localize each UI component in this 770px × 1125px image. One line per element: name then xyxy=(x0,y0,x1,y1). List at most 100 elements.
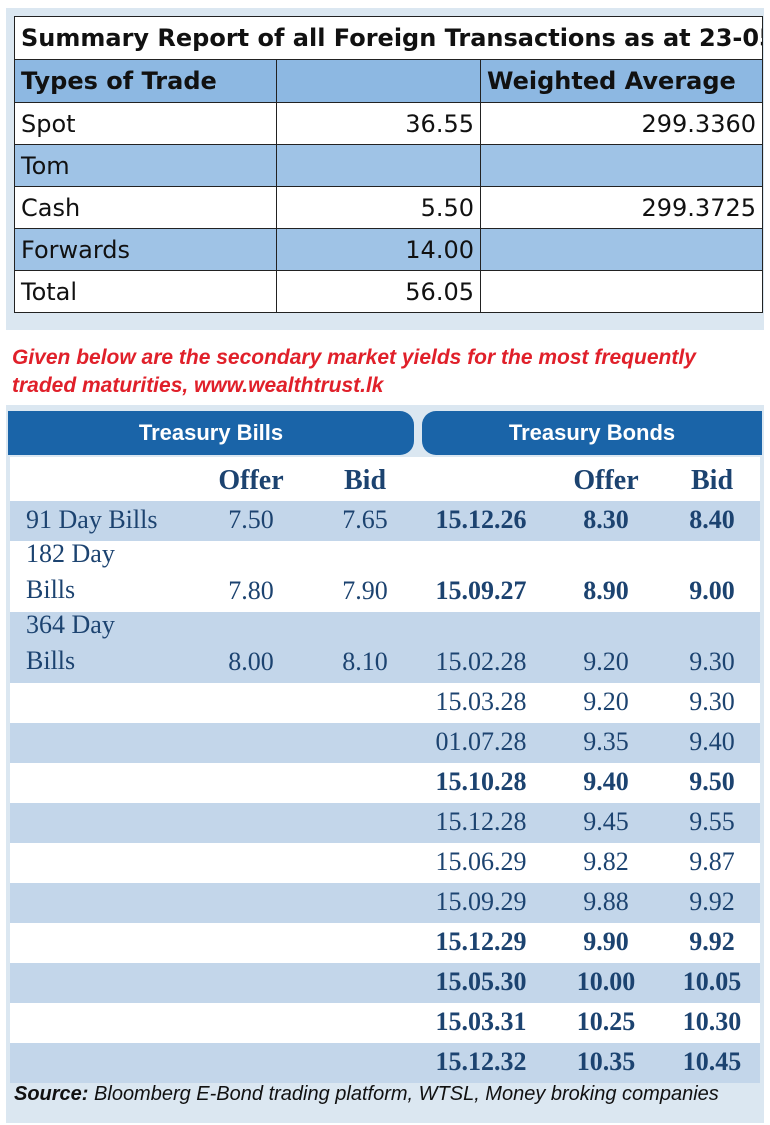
summary-row: Tom xyxy=(14,144,763,187)
yield-row: 91 Day Bills 7.50 7.65 15.12.26 8.30 8.40 xyxy=(10,501,760,541)
bond-offer: 10.35 xyxy=(576,1047,636,1076)
bill-name-line1: 364 Day xyxy=(26,610,115,639)
trade-type: Total xyxy=(14,270,277,313)
bond-offer: 10.00 xyxy=(576,967,636,996)
header-types-of-trade: Types of Trade xyxy=(14,59,277,103)
summary-row: Cash 5.50 299.3725 xyxy=(14,186,763,229)
source-label: Source: xyxy=(14,1083,89,1105)
yield-row: 15.03.28 9.20 9.30 xyxy=(10,683,760,723)
bond-offer: 10.25 xyxy=(576,1007,636,1036)
bill-name: 182 Day Bills xyxy=(26,536,115,608)
yields-grid: Offer Bid Offer Bid 91 Day Bills 7.50 7.65… xyxy=(10,457,760,1083)
bond-bid: 9.92 xyxy=(689,887,735,916)
bill-offer: 7.80 xyxy=(228,576,274,605)
bond-bid: 9.00 xyxy=(689,576,735,605)
yield-row: 15.03.31 10.25 10.30 xyxy=(10,1003,760,1043)
yield-row: 182 Day Bills 7.80 7.90 15.09.27 8.90 9.00 xyxy=(10,539,760,612)
yields-caption: Given below are the secondary market yie… xyxy=(12,346,696,397)
bond-offer: 8.30 xyxy=(583,505,629,534)
bond-maturity: 01.07.28 xyxy=(435,727,527,756)
bill-offer: 8.00 xyxy=(228,647,274,676)
trade-amount: 56.05 xyxy=(276,270,481,313)
bill-name-line2: Bills xyxy=(26,575,76,604)
yield-row: 01.07.28 9.35 9.40 xyxy=(10,723,760,763)
bond-offer: 9.88 xyxy=(583,887,629,916)
header-weighted-average: Weighted Average xyxy=(480,59,763,103)
trade-weighted-average: 299.3360 xyxy=(480,102,763,145)
trade-type: Tom xyxy=(14,144,277,187)
trade-weighted-average xyxy=(480,144,763,187)
bond-bid: 9.92 xyxy=(689,927,735,956)
bond-bid: 9.40 xyxy=(689,727,735,756)
yields-panel: Treasury Bills Treasury Bonds Offer Bid … xyxy=(6,405,764,1123)
bond-maturity: 15.02.28 xyxy=(435,647,527,676)
summary-header-row: Types of Trade Weighted Average xyxy=(14,59,763,103)
bond-maturity: 15.12.32 xyxy=(435,1047,527,1076)
bond-bid: 9.55 xyxy=(689,807,735,836)
trade-weighted-average xyxy=(480,228,763,271)
bond-offer: 9.45 xyxy=(583,807,629,836)
summary-row: Spot 36.55 299.3360 xyxy=(14,102,763,145)
bond-bid: 9.50 xyxy=(689,767,735,796)
trade-type: Spot xyxy=(14,102,277,145)
bill-bid: 8.10 xyxy=(342,647,388,676)
header-amount xyxy=(276,59,481,103)
bill-name-line1: 91 Day Bills xyxy=(26,505,158,534)
bill-name: 364 Day Bills xyxy=(26,607,115,679)
bond-maturity: 15.05.30 xyxy=(435,967,527,996)
trade-amount: 14.00 xyxy=(276,228,481,271)
bill-name-line2: Bills xyxy=(26,646,76,675)
yield-row: 15.09.29 9.88 9.92 xyxy=(10,883,760,923)
bond-offer: 9.82 xyxy=(583,847,629,876)
fx-summary-table: Summary Report of all Foreign Transactio… xyxy=(14,16,763,313)
bond-bid: 9.30 xyxy=(689,647,735,676)
bond-maturity: 15.03.31 xyxy=(435,1007,527,1036)
yield-row: 15.12.29 9.90 9.92 xyxy=(10,923,760,963)
bond-bid: 8.40 xyxy=(689,505,735,534)
bonds-offer-header: Offer xyxy=(573,465,639,496)
bond-bid: 10.05 xyxy=(682,967,742,996)
bond-maturity: 15.06.29 xyxy=(435,847,527,876)
bills-bid-header: Bid xyxy=(343,465,387,496)
bill-offer: 7.50 xyxy=(228,505,274,534)
bond-bid: 9.30 xyxy=(689,687,735,716)
bill-name: 91 Day Bills xyxy=(26,503,157,537)
trade-weighted-average: 299.3725 xyxy=(480,186,763,229)
treasury-bonds-tab: Treasury Bonds xyxy=(422,411,762,455)
yield-row: 15.12.32 10.35 10.45 xyxy=(10,1043,760,1083)
trade-type: Cash xyxy=(14,186,277,229)
bond-maturity: 15.09.29 xyxy=(435,887,527,916)
summary-row: Forwards 14.00 xyxy=(14,228,763,271)
bond-offer: 9.90 xyxy=(583,927,629,956)
source-note: Source: Bloomberg E-Bond trading platfor… xyxy=(14,1083,719,1106)
bond-maturity: 15.12.28 xyxy=(435,807,527,836)
bond-bid: 10.45 xyxy=(682,1047,742,1076)
trade-amount: 5.50 xyxy=(276,186,481,229)
bond-bid: 9.87 xyxy=(689,847,735,876)
bond-offer: 9.20 xyxy=(583,687,629,716)
bond-maturity: 15.12.26 xyxy=(435,505,527,534)
summary-row: Total 56.05 xyxy=(14,270,763,313)
yield-row: 15.12.28 9.45 9.55 xyxy=(10,803,760,843)
fx-summary-panel: Summary Report of all Foreign Transactio… xyxy=(6,8,764,330)
summary-title: Summary Report of all Foreign Transactio… xyxy=(14,16,763,60)
bond-maturity: 15.10.28 xyxy=(435,767,527,796)
bill-bid: 7.65 xyxy=(342,505,388,534)
bill-name-line1: 182 Day xyxy=(26,539,115,568)
bills-offer-header: Offer xyxy=(218,465,284,496)
trade-weighted-average xyxy=(480,270,763,313)
bond-maturity: 15.09.27 xyxy=(435,576,527,605)
bond-maturity: 15.03.28 xyxy=(435,687,527,716)
yield-row: 15.10.28 9.40 9.50 xyxy=(10,763,760,803)
bond-bid: 10.30 xyxy=(682,1007,742,1036)
bond-offer: 9.20 xyxy=(583,647,629,676)
yields-header-row: Offer Bid Offer Bid xyxy=(10,457,760,501)
yield-row: 15.06.29 9.82 9.87 xyxy=(10,843,760,883)
treasury-bills-tab: Treasury Bills xyxy=(8,411,414,455)
bond-maturity: 15.12.29 xyxy=(435,927,527,956)
trade-type: Forwards xyxy=(14,228,277,271)
yield-row: 364 Day Bills 8.00 8.10 15.02.28 9.20 9.30 xyxy=(10,610,760,683)
bill-bid: 7.90 xyxy=(342,576,388,605)
bonds-bid-header: Bid xyxy=(690,465,734,496)
trade-amount: 36.55 xyxy=(276,102,481,145)
